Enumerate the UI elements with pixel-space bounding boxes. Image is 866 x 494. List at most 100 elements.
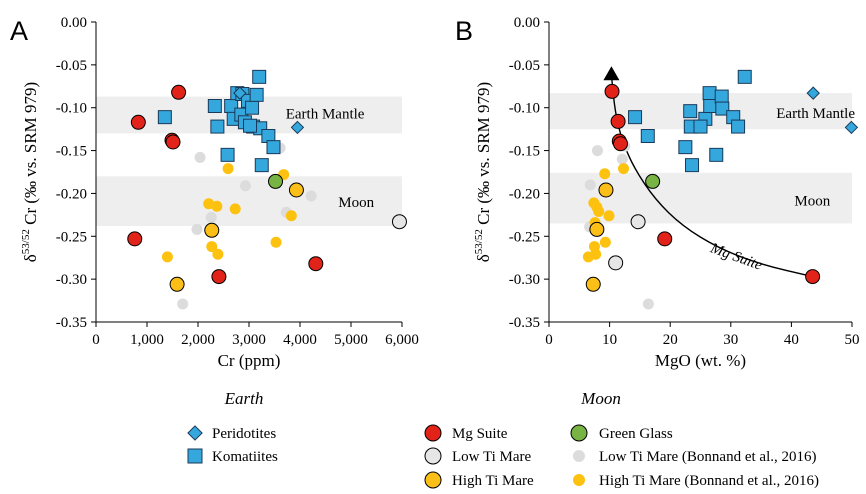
panel-a-komatiite-point [220,147,235,162]
panel-a-x-tick-label: 1,000 [130,332,164,348]
panel-b-x-tick-label: 40 [784,332,799,348]
panel-b-mg-suite-point [610,113,626,129]
low-ti-bonnand-marker-icon [573,450,585,462]
panel-a-y-tick-label: -0.20 [56,186,87,202]
panel-a-peridotite-point [233,86,247,100]
panel-b-komatiite-point [628,110,643,125]
panel-a-low-ti-bonnand-point [239,180,251,192]
panel-b-letter: B [455,16,473,46]
legend-label-high-ti-bonnand: High Ti Mare (Bonnand et al., 2016) [599,473,819,489]
high-ti-bonnand-marker-icon [573,474,585,486]
panel-a-x-axis-label: Cr (ppm) [218,351,281,370]
legend-item-komatiites: Komatiites [187,448,278,465]
panel-b-low-ti-bonnand-point [616,153,628,165]
panel-b-low-ti-bonnand-point [584,179,596,191]
panel-b-high-ti-bonnand-point [618,163,630,175]
panel-b-x-tick-label: 20 [663,332,678,348]
panel-a-komatiite-point [157,110,172,125]
panel-b-komatiite-point [714,89,729,104]
panel-a-y-tick-label: -0.35 [56,315,87,331]
panel-a-high-ti-bonnand-point [206,241,218,253]
panel-a-low-ti-bonnand-point [191,223,203,235]
panel-b-band-label-earth-mantle: Earth Mantle [776,106,855,122]
legend-label-low-ti-bonnand: Low Ti Mare (Bonnand et al., 2016) [599,449,816,465]
panel-b-x-tick-label: 10 [602,332,617,348]
panel-b-komatiite-point [715,101,730,116]
panel-b-y-axis-label: δ53/52 Cr (‰ vs. SRM 979) [473,82,493,262]
legend-item-low-ti-bonnand: Low Ti Mare (Bonnand et al., 2016) [573,449,816,465]
panel-b-x-tick-label: 0 [545,332,553,348]
panel-a-x-tick-label: 0 [92,332,100,348]
panel-b-x-tick-label: 50 [845,332,860,348]
panel-a-y-tick-label: 0.00 [61,15,87,31]
legend-moon-title: Moon [580,389,621,408]
panel-a-high-ti-bonnand-point [229,203,241,215]
panel-a-y-tick-label: -0.15 [56,144,87,160]
trend-arrowhead-triangle [603,66,620,81]
panel-b-low-ti-point [630,214,646,230]
panel-b-mg-suite-point [613,136,629,152]
panel-a-mg-suite-point [130,114,146,130]
panel-a-komatiite-point [245,100,260,115]
panel-a-high-ti-bonnand-point [212,248,224,260]
panel-b-y-tick-label: -0.30 [509,272,540,288]
panel-b-y-tick-label: -0.20 [509,186,540,202]
panel-b-y-tick-label: -0.15 [509,144,540,160]
panel-b-komatiite-point [693,119,708,134]
legend-item-peridotites: Peridotites [187,425,276,442]
panel-b-high-ti-bonnand-point [603,210,615,222]
panel-a-high-ti-point [288,182,304,198]
panel-a-komatiite-point [254,158,269,173]
legend-item-low-ti: Low Ti Mare [424,447,532,465]
panel-a-high-ti-bonnand-point [161,251,173,263]
panel-b-low-ti-bonnand-point [591,145,603,157]
panel-b-mg-suite-point [604,83,620,99]
panel-b-y-tick-label: -0.05 [509,58,540,74]
panel-b-high-ti-bonnand-point [599,236,611,248]
low-ti-marker-icon [424,447,442,465]
panel-a-letter: A [10,16,28,46]
panel-b-komatiite-point [685,158,700,173]
panel-b-y-tick-label: -0.25 [509,229,540,245]
komatiite-marker-icon [187,448,203,464]
mg-suite-trend-curve [610,75,813,278]
panel-a-high-ti-bonnand-point [222,163,234,175]
panel-a-band-label-earth-mantle: Earth Mantle [286,107,365,123]
panel-a-x-tick-label: 3,000 [232,332,266,348]
panel-a-y-tick-label: -0.30 [56,272,87,288]
panel-a-high-ti-point [169,276,185,292]
panel-b-komatiite-point [731,119,746,134]
panel-a-y-tick-label: -0.25 [56,229,87,245]
panel-a-y-axis-label: δ53/52 Cr (‰ vs. SRM 979) [20,82,40,262]
panel-a-high-ti-bonnand-point [211,200,223,212]
legend: Earth Moon Peridotites Komatiites Mg Sui… [187,389,819,489]
panel-a-high-ti-bonnand-point [270,236,282,248]
panel-a-y-tick-label: -0.10 [56,101,87,117]
panel-b-band-label-moon: Moon [794,193,830,209]
panel-a-x-tick-label: 4,000 [283,332,317,348]
panel-b-peridotite-point [806,86,820,100]
panel-a: 0.00 -0.05 -0.10 -0.15 -0.20 -0.25 -0.30 -0.35 0… [10,15,419,370]
legend-label-mg-suite: Mg Suite [452,426,508,442]
peridotite-marker-icon [187,425,203,441]
panel-a-komatiite-point [249,87,264,102]
panel-a-low-ti-bonnand-point [205,211,217,223]
legend-earth-title: Earth [224,389,264,408]
panel-a-mg-suite-point [211,269,227,285]
panel-b-komatiite-point [737,69,752,84]
high-ti-marker-icon [424,471,442,489]
panel-a-mg-suite-point [127,231,143,247]
panel-b-x-tick-label: 30 [723,332,738,348]
panel-b-komatiite-point [683,104,698,119]
panel-b-high-ti-bonnand-point [593,205,605,217]
panel-b: 0.00 -0.05 -0.10 -0.15 -0.20 -0.25 -0.30 -0.35 0… [455,15,860,370]
mg-suite-marker-icon [424,424,442,442]
panel-b-komatiite-point [678,140,693,155]
panel-a-x-tick-label: 5,000 [334,332,368,348]
panel-a-low-ti-bonnand-point [194,151,206,163]
legend-item-green-glass: Green Glass [570,424,673,442]
panel-b-high-ti-bonnand-point [599,168,611,180]
panel-a-mg-suite-point [308,256,324,272]
legend-label-green-glass: Green Glass [599,426,673,442]
